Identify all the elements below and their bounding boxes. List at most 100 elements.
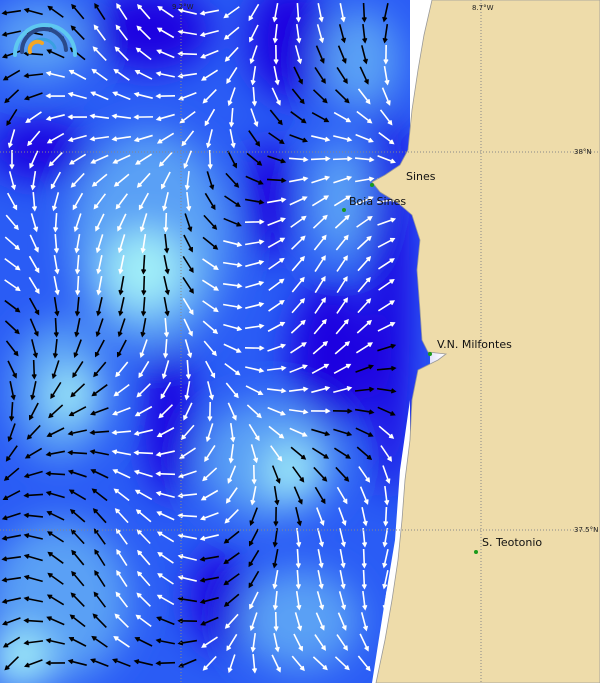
current-arrow — [267, 155, 287, 164]
current-arrow — [67, 114, 88, 120]
current-arrow — [53, 254, 60, 275]
current-arrow — [206, 171, 215, 191]
current-arrow — [23, 618, 44, 624]
lon-label-left: 9.2°W — [172, 3, 194, 11]
current-arrow — [248, 130, 261, 147]
current-arrow — [23, 92, 43, 101]
place-marker-sines[interactable] — [370, 183, 374, 187]
current-arrow — [224, 613, 239, 629]
current-arrow — [380, 445, 392, 462]
current-arrow — [381, 87, 391, 106]
current-arrow — [382, 3, 389, 23]
current-arrow — [136, 592, 151, 607]
place-label-boia-sines: Boia Sines — [349, 195, 407, 208]
current-arrow — [155, 638, 175, 645]
current-arrow — [377, 300, 396, 312]
current-arrow — [134, 637, 153, 647]
current-arrow — [95, 234, 104, 254]
current-arrow — [23, 470, 43, 479]
place-marker-s-teotonio[interactable] — [474, 550, 478, 554]
current-arrow — [115, 591, 129, 608]
current-arrow — [95, 213, 105, 232]
current-arrow — [356, 215, 373, 228]
current-arrow — [291, 655, 305, 672]
current-arrow — [359, 66, 369, 85]
current-arrow — [223, 343, 242, 353]
current-arrow — [182, 255, 194, 274]
current-arrow — [223, 6, 240, 19]
current-arrow — [204, 445, 216, 462]
current-arrow — [1, 576, 22, 583]
current-arrow — [31, 339, 38, 359]
current-arrow — [89, 113, 110, 120]
current-arrow — [182, 297, 194, 316]
current-arrow — [200, 489, 219, 501]
place-marker-boia-sines[interactable] — [342, 208, 346, 212]
current-arrow — [293, 633, 303, 652]
current-arrow — [160, 171, 171, 190]
current-arrow — [118, 255, 125, 275]
current-arrow — [25, 111, 42, 123]
current-arrow — [356, 235, 372, 250]
current-arrow — [67, 134, 87, 143]
current-arrow — [311, 111, 330, 123]
current-arrow — [378, 131, 395, 145]
current-arrow — [2, 636, 21, 648]
current-arrow — [249, 612, 258, 632]
current-arrow — [266, 388, 287, 394]
current-arrow — [155, 450, 175, 457]
current-arrow — [184, 380, 191, 401]
current-arrow — [382, 570, 389, 590]
current-arrow — [201, 279, 219, 291]
current-arrow — [266, 365, 287, 371]
current-arrow — [250, 444, 259, 464]
current-arrow — [202, 467, 218, 482]
current-arrow — [332, 408, 353, 414]
current-arrow — [4, 279, 21, 292]
current-arrow — [289, 134, 308, 143]
current-arrow — [248, 549, 260, 568]
current-arrow — [70, 172, 85, 188]
current-arrow — [383, 506, 389, 527]
current-arrow — [354, 408, 375, 415]
current-arrow — [71, 570, 85, 587]
current-arrow — [290, 446, 307, 460]
current-arrow — [67, 91, 87, 100]
current-arrow — [377, 343, 397, 352]
place-marker-vn-milfontes[interactable] — [428, 352, 432, 356]
current-arrow — [294, 612, 303, 632]
current-arrow — [23, 596, 43, 603]
current-arrow — [245, 385, 264, 395]
current-arrow — [115, 528, 128, 545]
current-arrow — [140, 233, 147, 254]
current-arrow — [271, 87, 281, 106]
current-arrow — [51, 360, 60, 380]
current-arrow — [177, 639, 198, 646]
current-arrow — [29, 234, 39, 253]
current-arrow — [47, 572, 64, 585]
current-arrow — [336, 634, 348, 651]
current-arrow — [248, 423, 260, 442]
current-arrow — [289, 427, 308, 437]
current-arrow — [136, 383, 151, 398]
current-arrow — [177, 554, 197, 561]
current-arrow — [111, 113, 132, 119]
current-arrow — [382, 549, 389, 569]
current-arrow — [134, 69, 153, 80]
current-arrow — [23, 640, 44, 646]
current-arrow — [133, 469, 153, 478]
current-arrow — [355, 364, 374, 373]
place-label-s-teotonio: S. Teotonio — [482, 536, 543, 549]
current-arrow — [295, 2, 302, 23]
current-arrow — [45, 93, 66, 99]
current-arrow — [118, 297, 125, 317]
current-arrow — [199, 596, 219, 605]
current-arrow — [244, 219, 265, 225]
current-arrow — [357, 655, 371, 672]
current-arrow — [74, 296, 81, 317]
current-arrow — [312, 656, 328, 671]
current-arrow — [311, 428, 331, 437]
current-arrow — [136, 529, 151, 545]
current-arrow — [222, 303, 243, 310]
